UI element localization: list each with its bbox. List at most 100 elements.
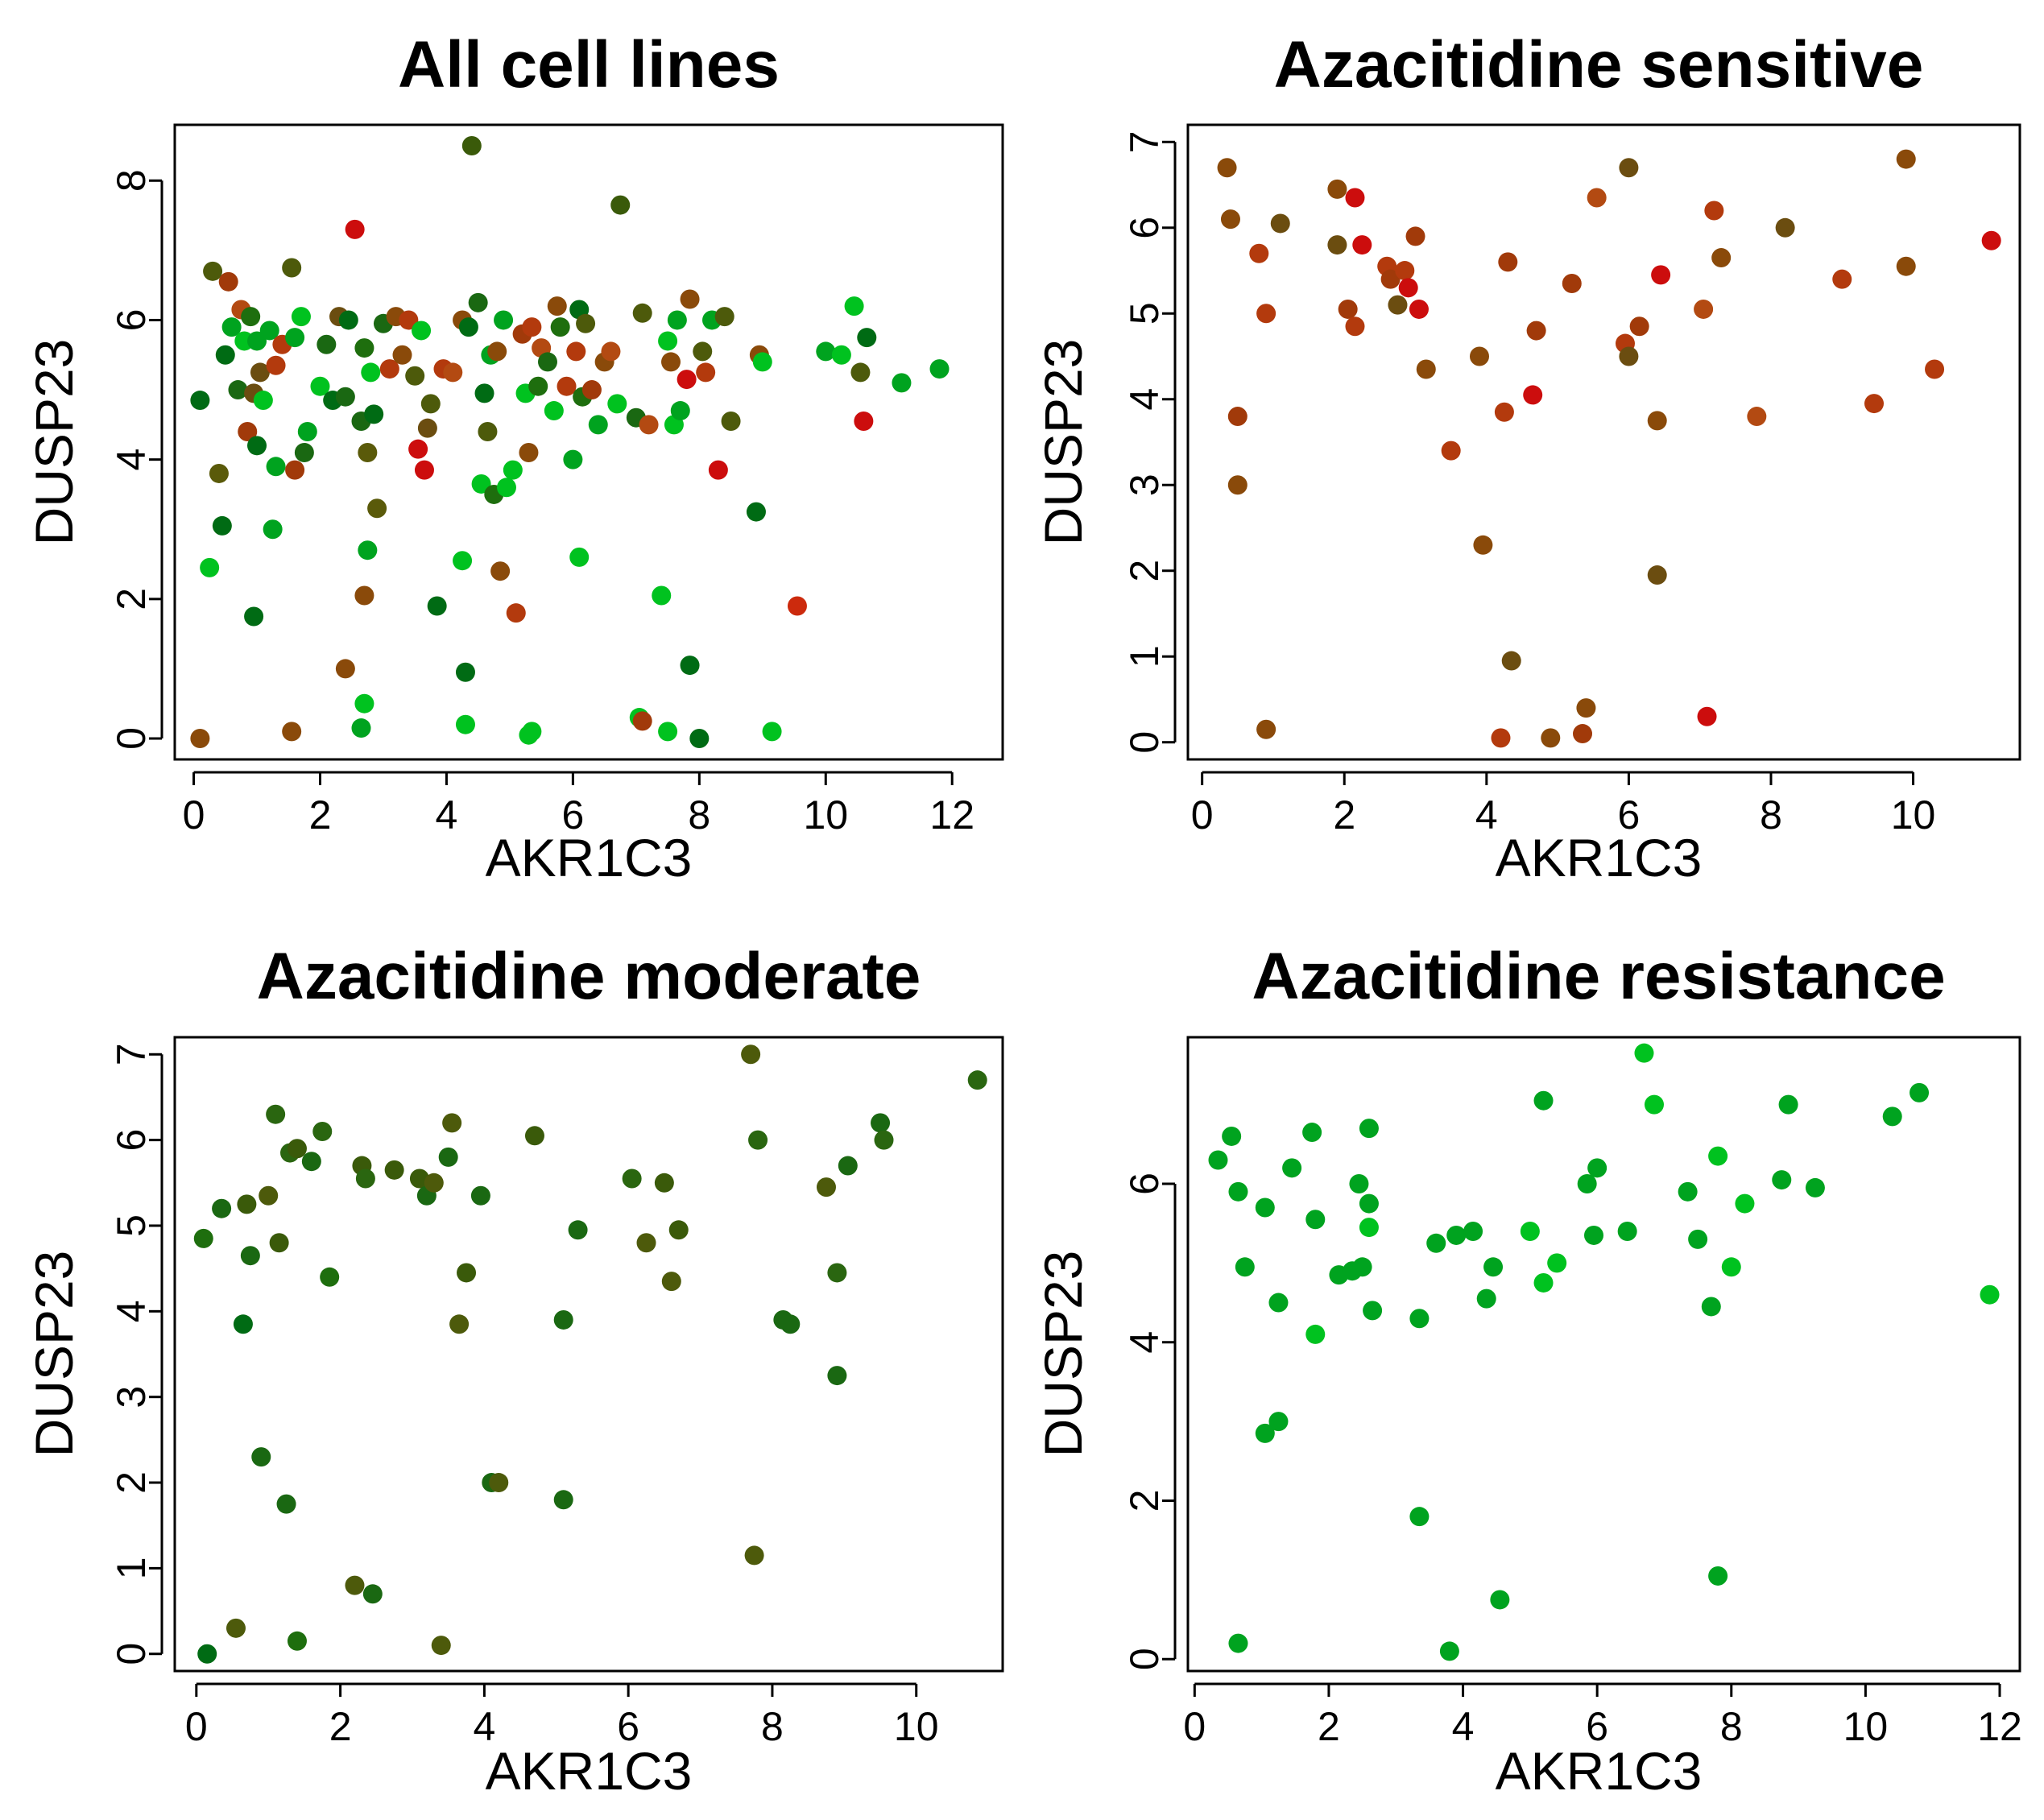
data-point (358, 540, 378, 560)
data-point (282, 258, 302, 278)
x-tick-label: 4 (436, 792, 458, 838)
data-point (581, 380, 602, 400)
data-point (1227, 475, 1248, 495)
data-point (1541, 728, 1561, 748)
data-point (417, 418, 437, 438)
data-points (190, 135, 950, 749)
data-point (282, 722, 302, 742)
data-point (787, 596, 807, 616)
axis-ticks: 0 2 4 6 8 10 0 1 2 3 4 5 6 7 (1122, 130, 1935, 838)
data-point (345, 219, 365, 239)
data-point (1345, 188, 1365, 208)
data-point (1735, 1193, 1755, 1214)
data-point (320, 1267, 340, 1287)
data-point (287, 1631, 307, 1651)
data-point (259, 1185, 279, 1206)
data-point (1910, 1082, 1930, 1102)
data-point (297, 422, 317, 442)
data-point (1678, 1181, 1698, 1202)
y-tick-label: 3 (1122, 474, 1167, 496)
y-axis-label: DUSP23 (1033, 1251, 1093, 1458)
data-point (1651, 265, 1671, 285)
data-point (1439, 1641, 1459, 1661)
data-point (680, 289, 700, 309)
data-point (442, 1113, 462, 1133)
data-point (661, 1272, 681, 1292)
data-point (250, 362, 270, 383)
data-point (854, 412, 874, 432)
data-point (1409, 1507, 1430, 1527)
x-tick-label: 8 (688, 792, 710, 838)
data-point (237, 1194, 257, 1214)
data-point (1832, 269, 1852, 289)
data-point (1494, 402, 1514, 422)
data-point (780, 1314, 801, 1334)
data-point (1208, 1150, 1228, 1170)
x-axis-label: AKR1C3 (1496, 1741, 1703, 1801)
data-point (253, 391, 273, 411)
data-point (379, 359, 399, 379)
data-point (1576, 698, 1596, 718)
data-point (455, 662, 475, 682)
data-point (746, 502, 766, 522)
data-point (1469, 346, 1489, 366)
x-tick-label: 0 (185, 1704, 208, 1749)
data-point (212, 1198, 232, 1218)
x-axis-label: AKR1C3 (1496, 828, 1703, 887)
data-point (576, 313, 596, 333)
data-point (658, 331, 678, 351)
data-point (632, 711, 652, 731)
data-point (200, 557, 220, 577)
data-point (1688, 1229, 1708, 1249)
data-point (317, 334, 337, 354)
panel-all-cell-lines: All cell lines AKR1C3 DUSP23 0 2 4 6 8 10 12 0 2… (24, 28, 1004, 887)
y-axis-label: DUSP23 (24, 339, 84, 546)
data-point (1587, 1158, 1607, 1178)
data-point (487, 341, 507, 362)
data-point (427, 596, 447, 616)
data-point (553, 1490, 573, 1510)
y-tick-label: 8 (109, 169, 154, 192)
data-point (1338, 299, 1358, 319)
data-point (693, 341, 713, 362)
y-tick-label: 7 (109, 1043, 154, 1065)
y-tick-label: 0 (109, 1643, 154, 1665)
data-point (667, 310, 687, 330)
data-point (338, 310, 358, 330)
y-axis-label: DUSP23 (24, 1251, 84, 1458)
x-tick-label: 0 (1191, 792, 1214, 838)
data-point (240, 1246, 260, 1266)
data-point (362, 1584, 383, 1604)
y-tick-label: 2 (1122, 1490, 1167, 1512)
data-point (335, 659, 355, 679)
data-point (276, 1494, 296, 1514)
data-point (568, 1220, 588, 1240)
data-point (636, 1233, 656, 1253)
data-point (816, 1177, 836, 1197)
data-point (1882, 1106, 1902, 1127)
data-point (458, 317, 478, 337)
x-tick-label: 2 (329, 1704, 352, 1749)
data-point (1388, 295, 1408, 315)
data-point (1721, 1257, 1741, 1277)
data-point (1359, 1193, 1379, 1214)
data-point (354, 338, 374, 358)
data-point (1629, 316, 1649, 337)
data-point (294, 442, 314, 462)
data-point (1520, 1222, 1540, 1242)
data-point (1778, 1094, 1798, 1115)
data-point (457, 1263, 477, 1283)
data-point (1349, 1173, 1369, 1193)
data-point (354, 585, 374, 606)
panel-title: All cell lines (398, 28, 780, 101)
data-point (310, 376, 330, 396)
data-point (622, 1169, 642, 1189)
data-point (1256, 304, 1276, 324)
data-point (748, 1130, 768, 1150)
data-point (1584, 1225, 1604, 1245)
data-point (449, 1314, 470, 1334)
data-point (1747, 407, 1767, 427)
data-point (1380, 269, 1401, 289)
data-point (420, 394, 441, 414)
data-point (1405, 226, 1425, 246)
